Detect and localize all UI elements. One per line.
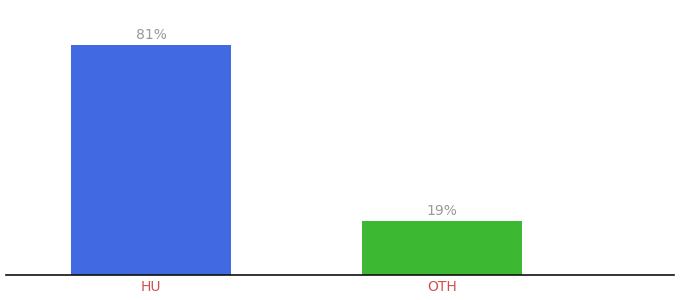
Text: 81%: 81%	[135, 28, 167, 42]
Bar	[71, 45, 231, 275]
Text: 19%: 19%	[426, 204, 457, 218]
Bar	[362, 221, 522, 275]
